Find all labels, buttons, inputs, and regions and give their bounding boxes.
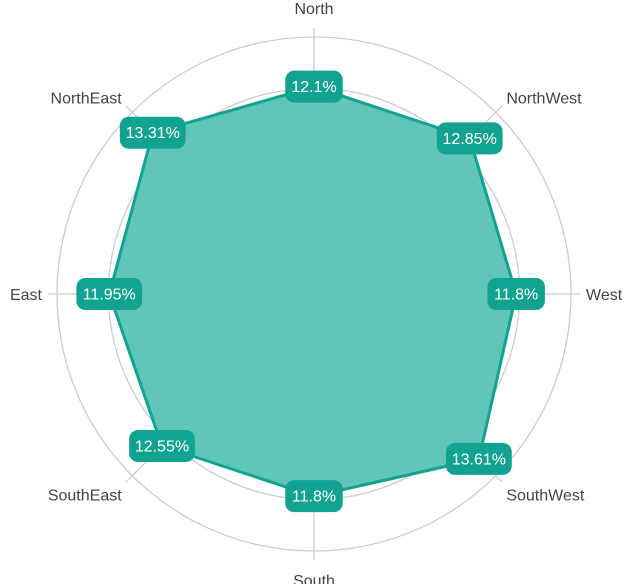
value-label-box	[436, 122, 503, 155]
direction-label-south: South	[293, 573, 335, 584]
value-label-east: 11.95%	[76, 278, 143, 310]
value-label-text: 11.95%	[83, 287, 136, 304]
value-label-box	[119, 116, 186, 149]
value-label-text: 12.55%	[135, 439, 189, 456]
value-label-box	[129, 430, 195, 463]
value-label-north-west: 12.85%	[436, 122, 503, 155]
direction-label-east: East	[10, 287, 43, 304]
value-label-box	[285, 70, 343, 103]
value-label-text: 13.61%	[452, 451, 506, 468]
value-label-text: 12.85%	[443, 131, 497, 148]
value-label-north: 12.1%	[285, 70, 343, 103]
direction-label-west: West	[586, 287, 623, 304]
value-label-west: 11.8%	[487, 278, 545, 310]
value-label-north-east: 13.31%	[119, 116, 186, 149]
value-label-text: 11.8%	[494, 287, 538, 304]
value-label-text: 11.8%	[292, 489, 336, 506]
value-labels: 12.1% 12.85% 11.8% 13.61% 11.8% 12.55% 11.95% 1…	[76, 70, 545, 513]
direction-labels: North NorthWest West SouthWest South SouthEas…	[10, 1, 623, 584]
value-label-south-west: 13.61%	[445, 442, 512, 475]
direction-label-north-east: NorthEast	[51, 91, 123, 108]
direction-label-south-west: SouthWest	[506, 487, 585, 504]
value-label-south-east: 12.55%	[129, 430, 195, 463]
direction-label-north: North	[294, 1, 333, 18]
value-label-south: 11.8%	[285, 480, 343, 513]
value-label-box	[76, 278, 143, 310]
direction-label-north-west: NorthWest	[506, 91, 582, 108]
value-label-box	[487, 278, 545, 310]
direction-label-south-east: SouthEast	[48, 487, 122, 504]
value-label-box	[445, 442, 512, 475]
value-label-text: 13.31%	[126, 125, 180, 142]
value-label-text: 12.1%	[291, 79, 336, 96]
value-label-box	[285, 480, 343, 513]
